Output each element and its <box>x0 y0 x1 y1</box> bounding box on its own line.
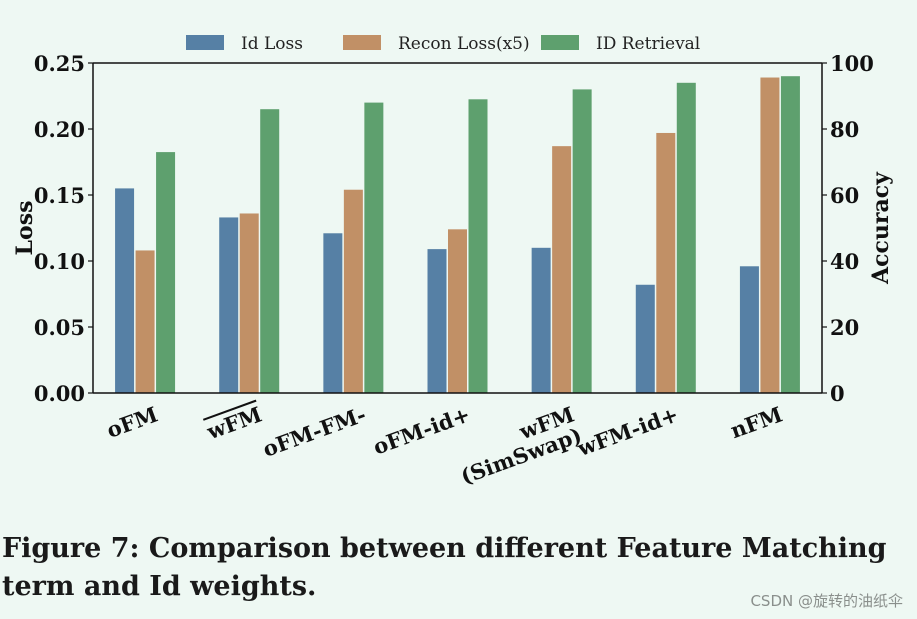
bar-recon-loss-x5-wfm <box>239 213 259 393</box>
x-tick-text: nFM <box>727 401 786 443</box>
bar-id-retrieval-nfm <box>780 76 800 393</box>
bar-id-loss-ofm <box>115 188 135 393</box>
legend-label-id-retrieval: ID Retrieval <box>596 34 700 54</box>
right-tick-label: 60 <box>830 183 859 208</box>
right-tick-label: 80 <box>830 117 859 142</box>
bar-id-retrieval-ofm-fm <box>364 102 384 393</box>
x-tick-text: wFM <box>203 401 265 444</box>
bar-id-retrieval-wfm-id <box>676 82 696 394</box>
left-tick-label: 0.10 <box>34 249 85 274</box>
bar-id-loss-wfm-simswap <box>531 247 551 393</box>
bar-id-loss-wfm <box>219 217 239 393</box>
right-tick-label: 0 <box>830 381 845 406</box>
bars-group <box>115 76 800 394</box>
bar-chart: Id Loss Recon Loss(x5) ID Retrieval 0.00 0.… <box>12 34 894 489</box>
legend-swatch-id-loss <box>186 35 224 50</box>
x-tick-label-nfm: nFM <box>727 401 786 443</box>
x-tick-label-ofm-id: oFM-id+ <box>370 401 474 459</box>
left-tick-label: 0.15 <box>34 183 85 208</box>
bar-recon-loss-x5-ofm-fm <box>343 189 363 393</box>
watermark: CSDN @旋转的油纸伞 <box>750 592 903 610</box>
bar-recon-loss-x5-nfm <box>760 77 780 394</box>
x-tick-label-ofm: oFM <box>103 401 161 442</box>
right-tick-label: 20 <box>830 315 859 340</box>
left-tick-label: 0.00 <box>34 381 85 406</box>
figure-caption: Figure 7: Comparison between different F… <box>2 533 887 602</box>
legend-swatch-recon-loss-x5 <box>343 35 381 50</box>
x-tick-text: oFM-id+ <box>370 401 474 459</box>
x-tick-text: oFM <box>103 401 161 442</box>
bar-id-loss-ofm-id <box>427 249 447 393</box>
left-tick-label: 0.05 <box>34 315 85 340</box>
bar-id-retrieval-wfm <box>260 109 280 393</box>
chart-legend: Id Loss Recon Loss(x5) ID Retrieval <box>186 34 700 54</box>
bar-recon-loss-x5-wfm-id <box>656 132 676 393</box>
y-axis-right-label: Accuracy <box>868 171 894 285</box>
x-tick-text: oFM-FM- <box>259 401 369 461</box>
legend-swatch-id-retrieval <box>541 35 579 50</box>
x-tick-text: wFM-id+ <box>573 401 681 461</box>
bar-id-loss-wfm-id <box>635 284 655 393</box>
x-tick-label-ofm-fm: oFM-FM- <box>259 401 369 461</box>
bar-recon-loss-x5-wfm-simswap <box>552 146 572 393</box>
bar-id-loss-ofm-fm <box>323 233 343 393</box>
x-tick-label-wfm-simswap: wFM(SimSwap) <box>457 401 585 489</box>
bar-id-loss-nfm <box>739 266 759 393</box>
y-axis-left-label: Loss <box>12 201 38 256</box>
right-tick-label: 100 <box>830 51 874 76</box>
x-tick-label-wfm-id: wFM-id+ <box>573 401 681 461</box>
bar-recon-loss-x5-ofm-id <box>448 229 467 393</box>
bar-recon-loss-x5-ofm <box>135 250 155 393</box>
legend-label-recon-loss-x5: Recon Loss(x5) <box>398 34 530 54</box>
legend-label-id-loss: Id Loss <box>241 34 303 54</box>
left-tick-label: 0.20 <box>34 117 85 142</box>
left-tick-label: 0.25 <box>34 51 85 76</box>
x-tick-label-wfm: wFM <box>203 401 265 444</box>
bar-id-retrieval-ofm <box>156 152 176 393</box>
right-tick-label: 40 <box>830 249 859 274</box>
bar-id-retrieval-wfm-simswap <box>572 89 592 394</box>
bar-id-retrieval-ofm-id <box>468 99 488 394</box>
